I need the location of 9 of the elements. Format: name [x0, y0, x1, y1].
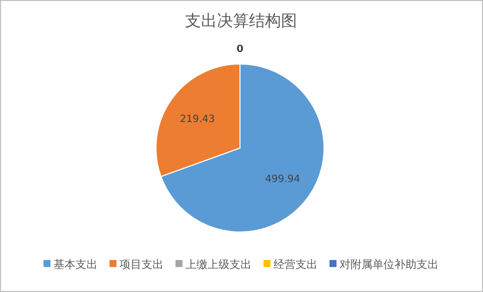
data-label: 219.43	[180, 114, 215, 126]
legend-label: 上缴上级支出	[186, 258, 252, 271]
legend-label: 对附属单位补助支出	[340, 258, 438, 271]
text: 0	[236, 44, 244, 55]
chart-title: 支出决算结构图	[185, 11, 297, 30]
legend-label: 项目支出	[120, 258, 164, 271]
legend-label: 经营支出	[274, 258, 318, 271]
legend-label: 基本支出	[54, 258, 98, 271]
data-label: 499.94	[265, 174, 300, 185]
